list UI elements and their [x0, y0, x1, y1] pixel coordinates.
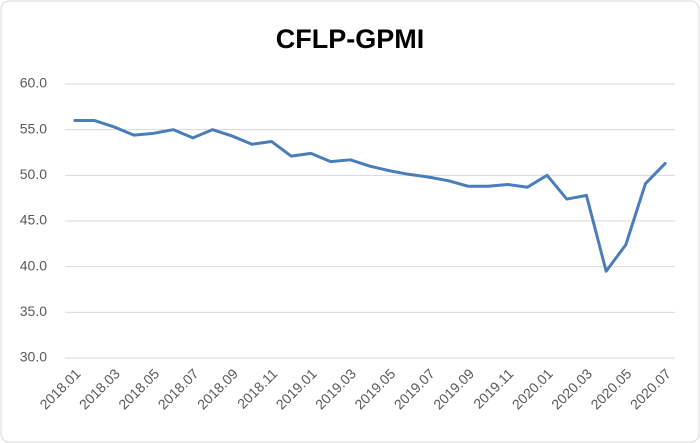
y-tick-label: 40.0 [20, 257, 47, 273]
y-tick-label: 45.0 [20, 212, 47, 228]
y-tick-label: 60.0 [20, 75, 47, 91]
y-tick-label: 35.0 [20, 303, 47, 319]
y-tick-label: 55.0 [20, 120, 47, 136]
y-tick-label: 30.0 [20, 349, 47, 365]
data-line [73, 119, 667, 273]
y-tick-label: 50.0 [20, 166, 47, 182]
chart-title: CFLP-GPMI [276, 24, 425, 54]
